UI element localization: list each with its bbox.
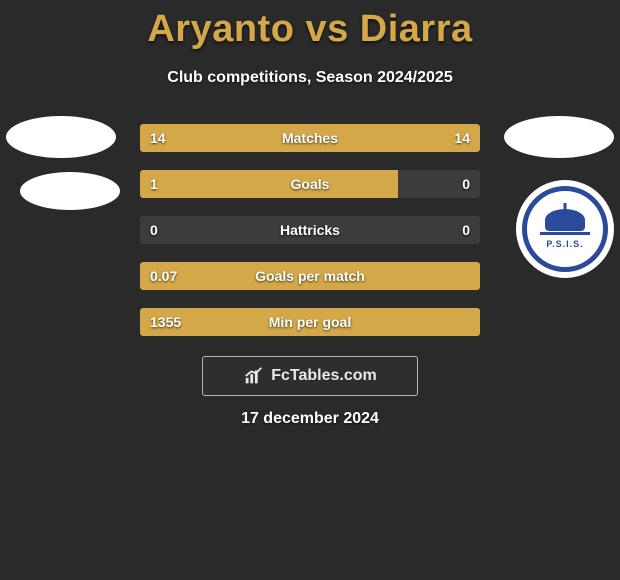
watermark-text: FcTables.com (271, 367, 377, 385)
page-title: Aryanto vs Diarra (0, 0, 620, 51)
date: 17 december 2024 (241, 410, 379, 428)
stat-bar-left (140, 170, 398, 198)
stat-value-left: 0.07 (150, 268, 177, 284)
player1-avatar-placeholder (6, 116, 116, 158)
stat-row: 0.07 Goals per match (140, 262, 480, 290)
player2-club-badge: P.S.I.S. (516, 180, 614, 278)
stat-label: Matches (282, 130, 338, 146)
badge-dome-icon (545, 209, 585, 231)
stat-value-right: 0 (462, 222, 470, 238)
stat-value-left: 1 (150, 176, 158, 192)
stat-value-left: 14 (150, 130, 166, 146)
subtitle: Club competitions, Season 2024/2025 (0, 69, 620, 87)
stat-label: Min per goal (269, 314, 351, 330)
stat-label: Hattricks (280, 222, 340, 238)
watermark: FcTables.com (202, 356, 418, 396)
stat-row: 0 Hattricks 0 (140, 216, 480, 244)
badge-text: P.S.I.S. (546, 239, 583, 249)
stat-value-left: 0 (150, 222, 158, 238)
chart-icon (243, 365, 265, 387)
stat-row: 14 Matches 14 (140, 124, 480, 152)
stat-value-left: 1355 (150, 314, 181, 330)
stat-value-right: 0 (462, 176, 470, 192)
stat-label: Goals (291, 176, 330, 192)
stat-row: 1 Goals 0 (140, 170, 480, 198)
player2-avatar-placeholder (504, 116, 614, 158)
player1-club-placeholder (20, 172, 120, 210)
stats-container: 14 Matches 14 1 Goals 0 0 Hattricks 0 0.… (140, 124, 480, 354)
stat-row: 1355 Min per goal (140, 308, 480, 336)
stat-value-right: 14 (454, 130, 470, 146)
stat-label: Goals per match (255, 268, 365, 284)
